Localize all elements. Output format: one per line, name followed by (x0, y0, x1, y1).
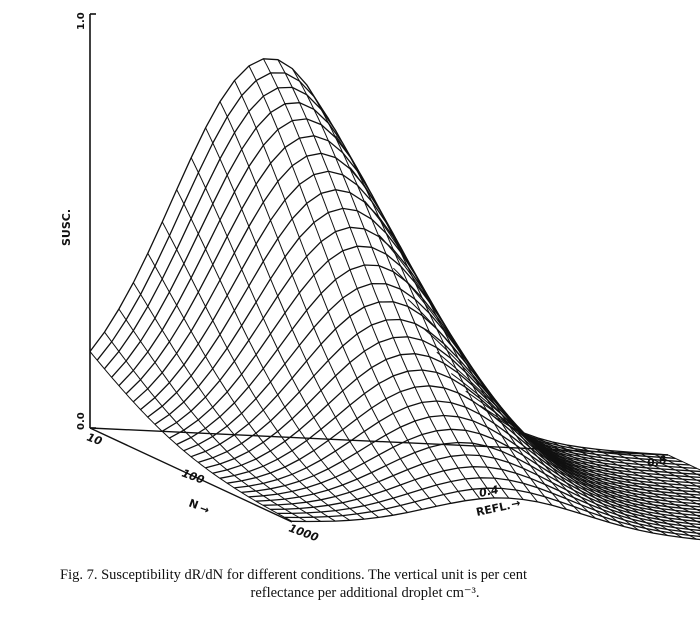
surface-r-gridline (190, 157, 394, 516)
surface-r-gridline (277, 59, 481, 500)
n-tick-label-10: 10 (85, 431, 104, 449)
surface-slice-fill (292, 497, 700, 542)
surface-r-gridline (537, 437, 700, 524)
surface-r-gridline (161, 221, 365, 520)
surface-r-gridline (176, 189, 380, 518)
surface-r-gridline (205, 127, 408, 513)
caption-line-2: reflectance per additional droplet cm⁻³. (250, 585, 480, 601)
surface-r-gridline (436, 351, 640, 531)
surface-r-gridline (465, 390, 668, 536)
surface-r-gridline (89, 351, 293, 522)
surface-r-gridline (234, 80, 437, 507)
surface-base-edge (89, 427, 669, 456)
z-axis-min-label: 0.0 (76, 412, 87, 430)
surface-r-gridline (118, 308, 322, 522)
surface-r-gridline (624, 451, 700, 489)
surface-r-gridline (581, 446, 700, 506)
surface-r-gridline (609, 450, 700, 494)
surface-r-gridline (349, 167, 553, 506)
surface-r-gridline (494, 416, 697, 540)
surface-mesh (89, 58, 700, 542)
surface-r-gridline (306, 84, 510, 499)
surface-r-gridline (291, 68, 495, 499)
surface-r-gridline (248, 65, 452, 504)
r-tick-label-0-8: 0.8 (646, 453, 668, 470)
surface-r-gridline (450, 373, 654, 534)
n-tick-label-1000: 1000 (287, 522, 321, 545)
r-tick-label-0-4: 0.4 (478, 483, 500, 500)
surface-r-gridline (595, 448, 700, 500)
caption-line-1: Fig. 7. Susceptibility dR/dN for differe… (60, 567, 528, 583)
surface-r-gridline (523, 432, 700, 530)
surface-r-gridline (219, 101, 423, 510)
surface-r-gridline (653, 453, 700, 477)
surface-r-gridline (638, 452, 700, 483)
surface-r-gridline (147, 253, 351, 521)
surface-r-gridline (262, 58, 466, 502)
surface-chart: 1.0 0.0 SUSC. 10 100 1000 N → 0.4 0.8 RE… (60, 12, 700, 545)
surface-r-gridline (566, 444, 700, 512)
surface-r-gridline (104, 331, 307, 522)
surface-r-gridline (320, 107, 524, 500)
n-axis-arrow: → (198, 502, 211, 517)
z-axis-label: SUSC. (60, 209, 73, 246)
z-axis-max-label: 1.0 (76, 12, 87, 30)
surface-base-edge (89, 427, 293, 523)
surface-r-gridline (552, 441, 700, 518)
surface-r-gridline (508, 425, 700, 536)
n-axis-label: N (187, 497, 200, 512)
r-axis-arrow: → (510, 496, 522, 511)
figure-caption: Fig. 7. Susceptibility dR/dN for differe… (60, 566, 670, 602)
